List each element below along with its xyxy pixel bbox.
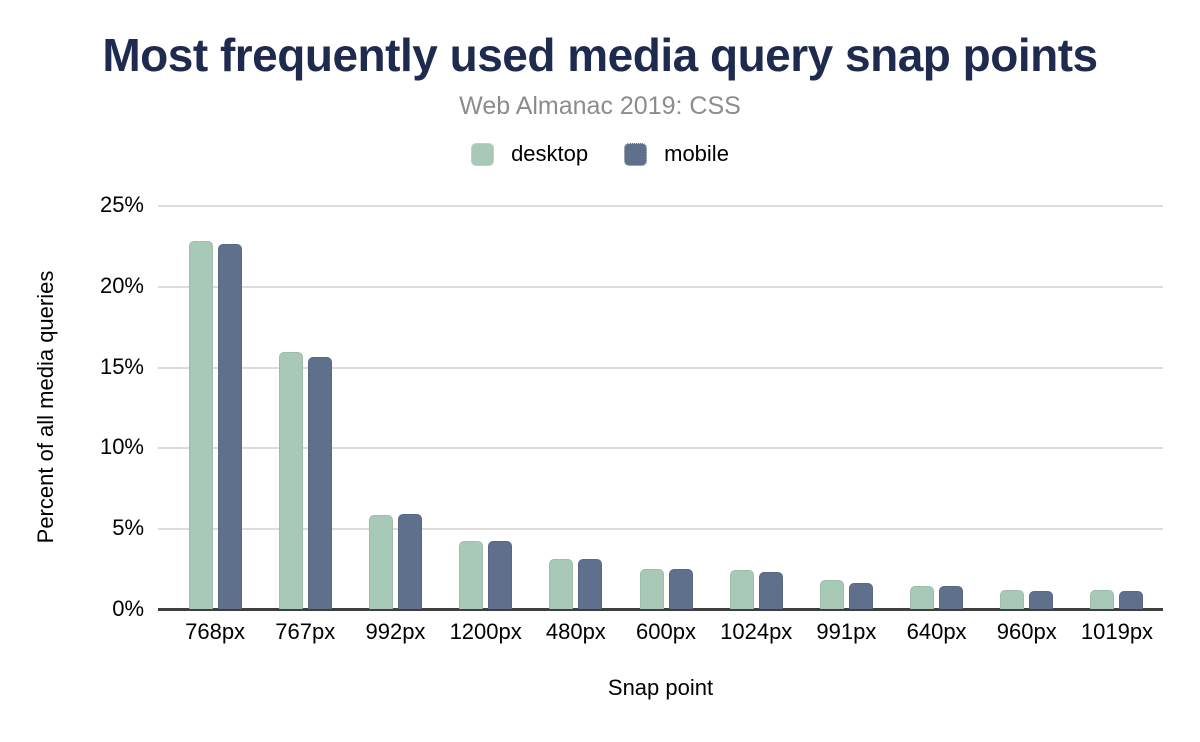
bar-desktop-992px xyxy=(368,515,393,609)
bar-mobile-767px xyxy=(307,356,332,609)
bar-group-480px xyxy=(531,205,621,609)
chart-legend: desktop mobile xyxy=(0,141,1200,167)
bar-group-600px xyxy=(621,205,711,609)
y-tick-25%: 25% xyxy=(99,192,144,217)
x-tick-600px: 600px xyxy=(636,619,696,644)
y-tick-5%: 5% xyxy=(112,515,144,541)
x-tick-1024px: 1024px xyxy=(720,619,793,644)
legend-item-desktop: desktop xyxy=(471,141,588,167)
x-tick-992px: 992px xyxy=(365,619,426,644)
gridline-5% xyxy=(158,528,1163,531)
bar-mobile-992px xyxy=(397,513,422,609)
x-tick-767px: 767px xyxy=(275,619,336,644)
legend-label-mobile: mobile xyxy=(664,141,729,166)
x-tick-1019px: 1019px xyxy=(1080,619,1154,644)
bar-desktop-600px xyxy=(639,568,664,609)
bar-desktop-960px xyxy=(1000,589,1025,609)
y-axis-tick-labels: 0% 5% 10% 15% 20% 25% xyxy=(0,194,144,620)
bar-desktop-767px xyxy=(278,352,303,609)
bar-desktop-1024px xyxy=(729,570,754,609)
bar-mobile-600px xyxy=(668,568,693,609)
legend-swatch-mobile-icon xyxy=(624,142,648,166)
bar-group-1019px xyxy=(1072,205,1162,609)
bar-group-960px xyxy=(982,205,1072,609)
bar-groups xyxy=(170,205,1162,609)
gridline-25% xyxy=(158,205,1163,207)
bar-desktop-1019px xyxy=(1090,589,1115,609)
gridline-20% xyxy=(158,285,1163,288)
bar-mobile-1024px xyxy=(758,571,783,609)
bar-group-991px xyxy=(801,205,891,609)
chart-title: Most frequently used media query snap po… xyxy=(102,29,1098,81)
x-tick-768px: 768px xyxy=(185,619,246,644)
x-axis-title: Snap point xyxy=(607,675,714,700)
bar-desktop-1200px xyxy=(459,541,484,609)
bar-group-767px xyxy=(260,205,350,609)
bar-desktop-768px xyxy=(188,240,213,609)
bar-mobile-1200px xyxy=(488,541,513,609)
bar-desktop-640px xyxy=(910,586,935,609)
x-tick-960px: 960px xyxy=(996,619,1057,644)
bar-group-1024px xyxy=(711,205,801,609)
bar-mobile-960px xyxy=(1029,591,1054,609)
x-tick-640px: 640px xyxy=(906,619,967,644)
bar-mobile-768px xyxy=(217,243,242,609)
x-tick-480px: 480px xyxy=(545,619,606,644)
bar-group-640px xyxy=(892,205,982,609)
x-tick-1200px: 1200px xyxy=(449,619,522,644)
y-tick-0%: 0% xyxy=(112,596,144,621)
y-tick-20%: 20% xyxy=(99,272,144,298)
gridline-15% xyxy=(158,366,1163,369)
x-tick-991px: 991px xyxy=(816,619,877,644)
bar-mobile-480px xyxy=(578,558,603,609)
legend-label-desktop: desktop xyxy=(511,141,589,166)
x-axis-tick-labels: 768px 767px 992px 1200px 480px 600px 1024px 991… xyxy=(170,619,1162,645)
legend-item-mobile: mobile xyxy=(624,141,729,167)
bar-mobile-1019px xyxy=(1119,591,1144,609)
bar-group-1200px xyxy=(441,205,531,609)
plot-area xyxy=(158,205,1163,611)
bar-mobile-640px xyxy=(939,586,964,609)
bar-desktop-480px xyxy=(549,558,574,609)
legend-swatch-desktop-icon xyxy=(471,142,495,166)
chart-subtitle: Web Almanac 2019: CSS xyxy=(459,92,741,120)
x-axis-line xyxy=(158,608,1163,611)
gridline-10% xyxy=(158,447,1163,450)
bar-group-768px xyxy=(170,205,260,609)
y-tick-15%: 15% xyxy=(99,353,144,379)
bar-group-992px xyxy=(350,205,440,609)
bar-mobile-991px xyxy=(848,583,873,609)
bar-desktop-991px xyxy=(819,579,844,609)
y-tick-10%: 10% xyxy=(99,434,144,460)
